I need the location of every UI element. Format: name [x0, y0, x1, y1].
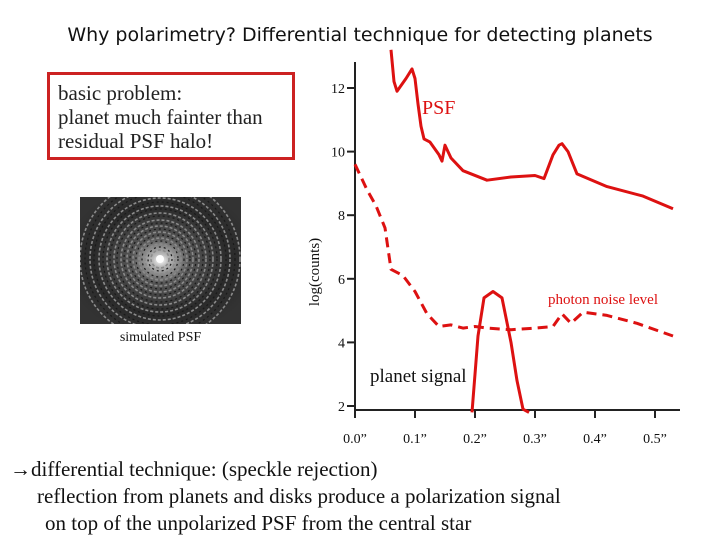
- x-tick-label: 0.1”: [403, 432, 427, 447]
- bottom-line-3: on top of the unpolarized PSF from the c…: [45, 511, 472, 535]
- x-tick-label: 0.0”: [343, 432, 367, 447]
- x-tick-label: 0.3”: [523, 432, 547, 447]
- y-tick-label: 6: [338, 273, 345, 288]
- x-tick-label: 0.5”: [643, 432, 667, 447]
- bottom-line-1: →differential technique: (speckle reject…: [0, 456, 720, 483]
- y-tick-label: 8: [338, 209, 345, 224]
- slide-title: Why polarimetry? Differential technique …: [67, 24, 653, 46]
- problem-line-3: residual PSF halo!: [58, 129, 214, 153]
- photon-noise-level-series-line: [353, 163, 674, 338]
- bottom-text-block: →differential technique: (speckle reject…: [0, 456, 720, 537]
- problem-callout-box: basic problem: planet much fainter than …: [47, 72, 295, 160]
- x-tick-label: 0.2”: [463, 432, 487, 447]
- problem-line-1: basic problem:: [58, 81, 183, 105]
- simulated-psf-image: [80, 197, 241, 324]
- psf-curve-label: PSF: [422, 97, 455, 119]
- y-tick-label: 10: [331, 146, 345, 161]
- y-tick-label: 2: [338, 400, 345, 415]
- bottom-line-1-text: differential technique: (speckle rejecti…: [31, 457, 378, 481]
- arrow-icon: →: [10, 457, 31, 481]
- psf-image-caption: simulated PSF: [119, 330, 202, 345]
- planet-curve-label: planet signal: [370, 366, 467, 387]
- x-tick-label: 0.4”: [583, 432, 607, 447]
- noise-curve-label: photon noise level: [548, 292, 658, 308]
- y-axis-label: log(counts): [307, 238, 323, 306]
- problem-line-2: planet much fainter than: [58, 105, 263, 129]
- planet-signal-series-line: [470, 290, 530, 414]
- y-tick-label: 4: [338, 336, 345, 351]
- bottom-line-2: reflection from planets and disks produc…: [37, 484, 561, 508]
- psf-series-line: [389, 49, 674, 211]
- y-tick-label: 12: [331, 82, 345, 97]
